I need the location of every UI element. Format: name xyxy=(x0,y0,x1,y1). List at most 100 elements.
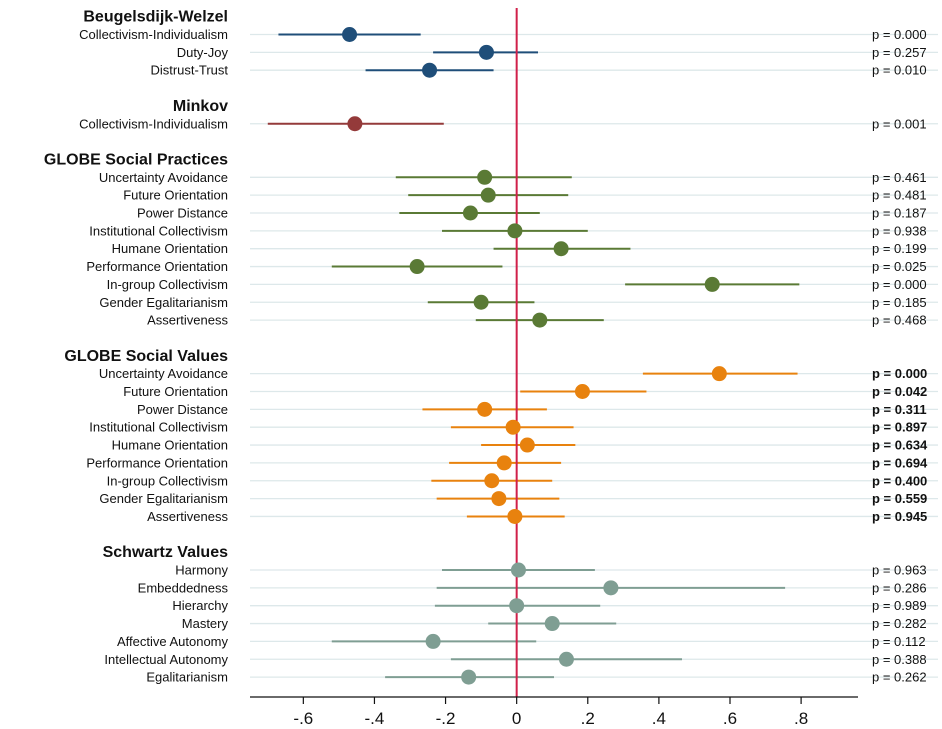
estimate-point xyxy=(496,455,512,471)
p-value: p = 0.042 xyxy=(872,384,927,399)
row-label: Assertiveness xyxy=(147,313,228,328)
estimate-point xyxy=(478,44,494,60)
estimate-point xyxy=(477,401,493,417)
p-value: p = 0.257 xyxy=(872,45,927,60)
row-label: Egalitarianism xyxy=(146,670,228,685)
p-value: p = 0.112 xyxy=(872,634,926,649)
x-axis: -.6 -.4 -.2 0 .2 .4 .6 .8 xyxy=(250,696,858,728)
estimate-point xyxy=(342,27,358,42)
p-value: p = 0.559 xyxy=(872,491,927,506)
p-value: p = 0.400 xyxy=(872,473,927,488)
row-label: In-group Collectivism xyxy=(107,277,228,292)
p-value: p = 0.187 xyxy=(872,206,927,221)
estimate-point xyxy=(473,294,489,310)
row-label: Gender Egalitarianism xyxy=(99,491,228,506)
estimate-point xyxy=(409,259,425,275)
row-label: Performance Orientation xyxy=(86,259,228,274)
estimate-point xyxy=(507,508,523,524)
p-value: p = 0.199 xyxy=(872,241,927,256)
x-tick-label: -.6 xyxy=(293,709,313,728)
p-value: p = 0.025 xyxy=(872,259,927,274)
row-label: Performance Orientation xyxy=(86,455,228,470)
p-values: p = 0.000 p = 0.257 p = 0.010 p = 0.001 p = … xyxy=(872,27,928,685)
estimate-point xyxy=(477,169,493,185)
row-label: Assertiveness xyxy=(147,509,228,524)
estimate-point xyxy=(553,241,569,257)
row-label: Future Orientation xyxy=(123,188,228,203)
group-title: Schwartz Values xyxy=(103,544,228,561)
p-value: p = 0.286 xyxy=(872,580,927,595)
x-tick-label: .4 xyxy=(652,709,666,728)
row-label: Hierarchy xyxy=(172,598,228,613)
p-value: p = 0.000 xyxy=(872,277,927,292)
row-label: Duty-Joy xyxy=(177,45,229,60)
estimate-point xyxy=(461,669,477,685)
estimate-point xyxy=(510,562,526,578)
row-label: Power Distance xyxy=(137,206,228,221)
estimate-point xyxy=(704,276,720,292)
p-value: p = 0.010 xyxy=(872,63,927,78)
estimate-point xyxy=(422,62,438,78)
row-label: Future Orientation xyxy=(123,384,228,399)
p-value: p = 0.963 xyxy=(872,563,927,578)
x-tick-label: .8 xyxy=(794,709,808,728)
estimate-point xyxy=(509,598,525,614)
p-value: p = 0.388 xyxy=(872,652,927,667)
x-tick-label: 0 xyxy=(512,709,521,728)
group-title: Minkov xyxy=(173,98,228,115)
p-value: p = 0.945 xyxy=(872,509,927,524)
confidence-intervals xyxy=(267,33,800,679)
estimate-point xyxy=(532,312,548,328)
group-title: GLOBE Social Values xyxy=(64,348,228,365)
estimate-point xyxy=(603,580,619,596)
p-value: p = 0.262 xyxy=(872,670,927,685)
row-label: Harmony xyxy=(175,563,228,578)
row-label: Gender Egalitarianism xyxy=(99,295,228,310)
p-value: p = 0.634 xyxy=(872,438,928,453)
estimate-point xyxy=(425,633,441,649)
p-value: p = 0.461 xyxy=(872,170,927,185)
estimate-point xyxy=(484,473,500,489)
row-label: Humane Orientation xyxy=(112,241,228,256)
row-label: Embeddedness xyxy=(138,580,229,595)
p-value: p = 0.938 xyxy=(872,223,927,238)
estimate-point xyxy=(574,384,590,399)
row-label: Collectivism-Individualism xyxy=(79,116,228,131)
x-tick-label: -.4 xyxy=(365,709,385,728)
row-label: In-group Collectivism xyxy=(107,473,228,488)
p-value: p = 0.311 xyxy=(872,402,927,417)
row-label: Affective Autonomy xyxy=(117,634,229,649)
row-label: Mastery xyxy=(182,616,229,631)
p-value: p = 0.897 xyxy=(872,420,927,435)
p-value: p = 0.185 xyxy=(872,295,927,310)
p-value: p = 0.282 xyxy=(872,616,927,631)
row-label: Uncertainty Avoidance xyxy=(99,366,228,381)
estimate-point xyxy=(544,616,560,632)
row-label: Institutional Collectivism xyxy=(89,223,228,238)
p-value: p = 0.989 xyxy=(872,598,927,613)
row-label: Intellectual Autonomy xyxy=(104,652,228,667)
row-label: Humane Orientation xyxy=(112,438,228,453)
estimate-point xyxy=(519,437,535,453)
estimate-point xyxy=(347,116,363,132)
group-title: GLOBE Social Practices xyxy=(44,151,228,168)
estimate-point xyxy=(558,651,574,667)
estimate-point xyxy=(462,205,478,221)
row-label: Distrust-Trust xyxy=(150,63,228,78)
p-value: p = 0.468 xyxy=(872,313,927,328)
p-value: p = 0.694 xyxy=(872,455,928,470)
estimate-point xyxy=(507,223,523,239)
row-labels: Beugelsdijk-WelzelCollectivism-Individua… xyxy=(44,9,229,685)
x-tick-label: .2 xyxy=(581,709,595,728)
row-label: Uncertainty Avoidance xyxy=(99,170,228,185)
p-value: p = 0.000 xyxy=(872,366,927,381)
x-tick-label: -.2 xyxy=(436,709,456,728)
estimate-point xyxy=(480,187,496,203)
estimate-point xyxy=(505,419,521,435)
p-value: p = 0.001 xyxy=(872,116,927,131)
p-value: p = 0.481 xyxy=(872,188,927,203)
point-estimates xyxy=(342,27,727,685)
row-label: Power Distance xyxy=(137,402,228,417)
estimate-point xyxy=(491,491,507,507)
